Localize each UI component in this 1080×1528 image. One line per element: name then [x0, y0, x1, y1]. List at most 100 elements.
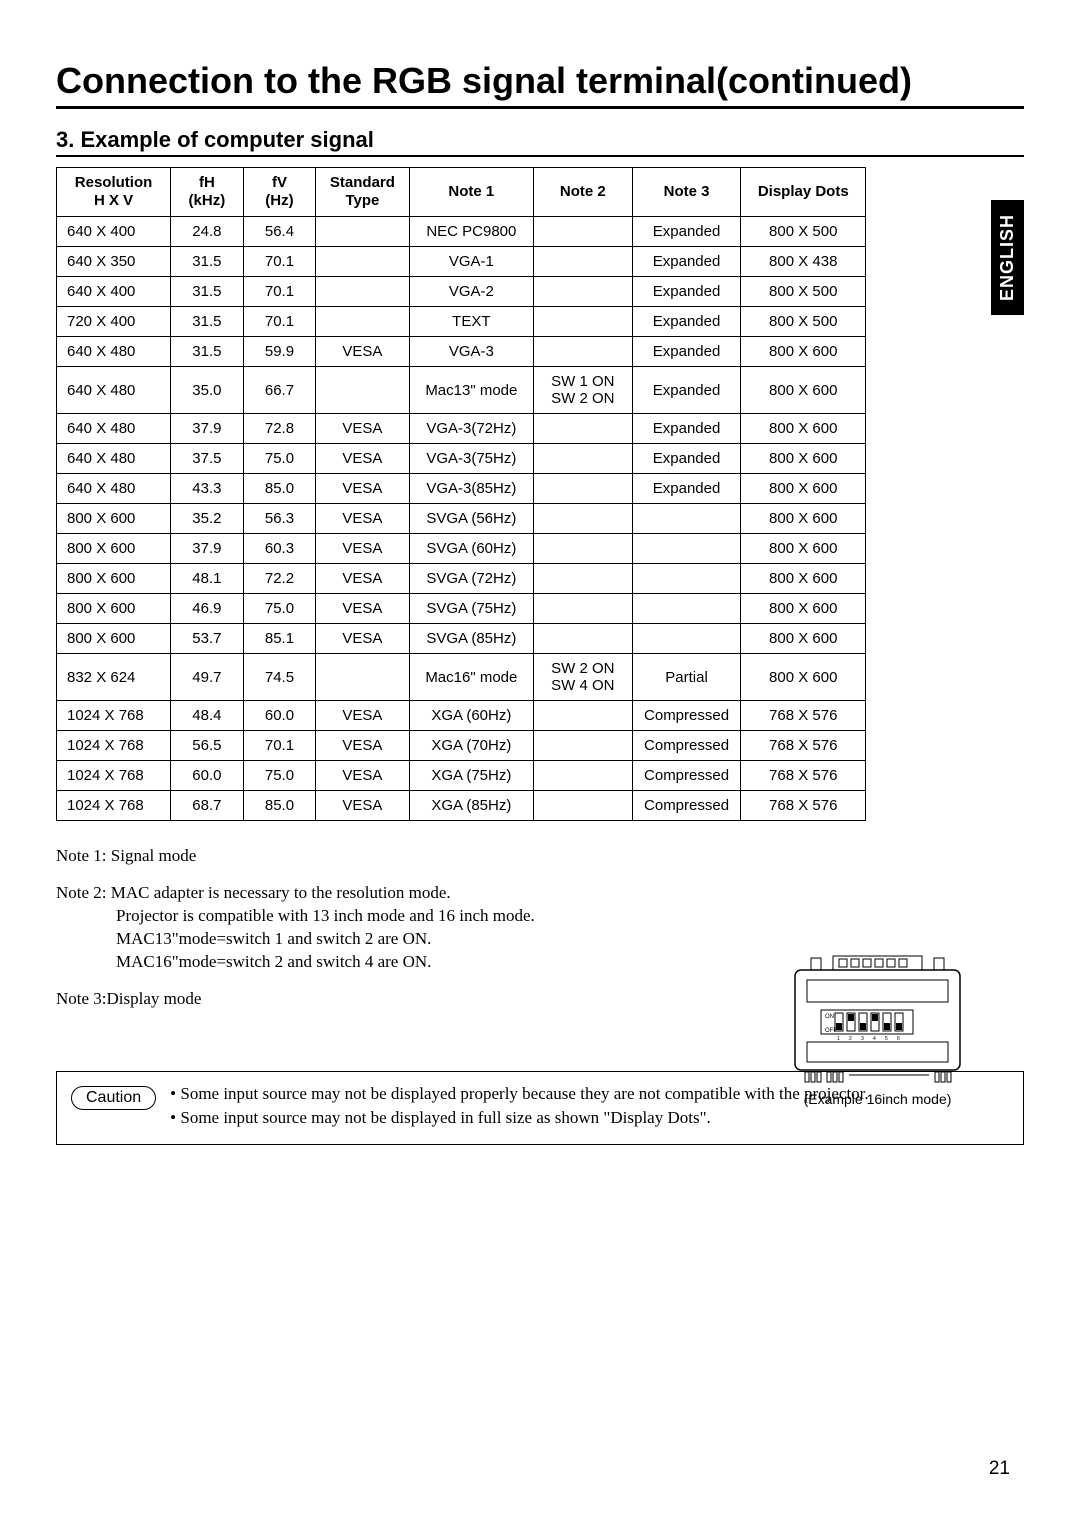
cell-display-dots: 800 X 600 [741, 367, 866, 414]
cell-note2 [534, 534, 633, 564]
table-row: 832 X 62449.774.5Mac16" modeSW 2 ONSW 4 … [57, 654, 866, 701]
table-row: 640 X 40024.856.4NEC PC9800Expanded800 X… [57, 217, 866, 247]
caution-list: • Some input source may not be displayed… [170, 1084, 869, 1132]
svg-text:4: 4 [873, 1036, 876, 1042]
cell-fh: 49.7 [171, 654, 244, 701]
cell-fv: 85.0 [243, 791, 316, 821]
cell-note3: Partial [632, 654, 741, 701]
svg-text:2: 2 [849, 1036, 852, 1042]
cell-resolution: 1024 X 768 [57, 761, 171, 791]
caution-item: • Some input source may not be displayed… [170, 1084, 869, 1104]
table-row: 1024 X 76848.460.0VESAXGA (60Hz)Compress… [57, 701, 866, 731]
cell-standard-type: VESA [316, 624, 409, 654]
cell-note1: SVGA (85Hz) [409, 624, 533, 654]
cell-standard-type: VESA [316, 534, 409, 564]
cell-fv: 70.1 [243, 247, 316, 277]
cell-fh: 31.5 [171, 277, 244, 307]
cell-resolution: 1024 X 768 [57, 731, 171, 761]
header-note3: Note 3 [632, 168, 741, 217]
svg-text:6: 6 [897, 1036, 900, 1042]
cell-resolution: 1024 X 768 [57, 701, 171, 731]
table-row: 1024 X 76868.785.0VESAXGA (85Hz)Compress… [57, 791, 866, 821]
cell-fh: 31.5 [171, 307, 244, 337]
cell-standard-type: VESA [316, 337, 409, 367]
cell-resolution: 640 X 480 [57, 474, 171, 504]
adapter-icon: ON OFF 1 2 3 4 5 6 [785, 952, 970, 1087]
header-fv: fV(Hz) [243, 168, 316, 217]
cell-fh: 31.5 [171, 247, 244, 277]
header-note2: Note 2 [534, 168, 633, 217]
cell-note2 [534, 624, 633, 654]
cell-note3 [632, 624, 741, 654]
cell-fh: 37.9 [171, 534, 244, 564]
cell-note2 [534, 444, 633, 474]
cell-standard-type: VESA [316, 701, 409, 731]
cell-display-dots: 768 X 576 [741, 791, 866, 821]
table-row: 640 X 48031.559.9VESAVGA-3Expanded800 X … [57, 337, 866, 367]
cell-fh: 35.0 [171, 367, 244, 414]
table-row: 640 X 35031.570.1VGA-1Expanded800 X 438 [57, 247, 866, 277]
cell-note3: Expanded [632, 474, 741, 504]
cell-display-dots: 800 X 600 [741, 594, 866, 624]
cell-resolution: 800 X 600 [57, 624, 171, 654]
cell-note1: VGA-3(72Hz) [409, 414, 533, 444]
table-row: 640 X 48037.972.8VESAVGA-3(72Hz)Expanded… [57, 414, 866, 444]
cell-note2 [534, 247, 633, 277]
cell-resolution: 640 X 350 [57, 247, 171, 277]
cell-display-dots: 800 X 500 [741, 307, 866, 337]
cell-note3: Expanded [632, 337, 741, 367]
cell-note2 [534, 731, 633, 761]
cell-note3 [632, 504, 741, 534]
cell-note2 [534, 474, 633, 504]
cell-standard-type: VESA [316, 791, 409, 821]
cell-fv: 75.0 [243, 594, 316, 624]
svg-text:1: 1 [837, 1036, 840, 1042]
cell-resolution: 640 X 480 [57, 444, 171, 474]
cell-display-dots: 800 X 600 [741, 654, 866, 701]
cell-fv: 66.7 [243, 367, 316, 414]
cell-standard-type: VESA [316, 444, 409, 474]
table-row: 1024 X 76856.570.1VESAXGA (70Hz)Compress… [57, 731, 866, 761]
cell-note3: Compressed [632, 701, 741, 731]
table-row: 640 X 48037.575.0VESAVGA-3(75Hz)Expanded… [57, 444, 866, 474]
cell-note2 [534, 414, 633, 444]
cell-note1: XGA (85Hz) [409, 791, 533, 821]
cell-resolution: 640 X 400 [57, 277, 171, 307]
cell-note2 [534, 564, 633, 594]
cell-display-dots: 800 X 600 [741, 474, 866, 504]
cell-fh: 60.0 [171, 761, 244, 791]
cell-note2: SW 1 ONSW 2 ON [534, 367, 633, 414]
adapter-illustration: ON OFF 1 2 3 4 5 6 [785, 952, 970, 1107]
cell-fv: 72.8 [243, 414, 316, 444]
cell-note1: NEC PC9800 [409, 217, 533, 247]
cell-note3: Expanded [632, 217, 741, 247]
cell-resolution: 720 X 400 [57, 307, 171, 337]
cell-standard-type [316, 307, 409, 337]
cell-note1: Mac13" mode [409, 367, 533, 414]
cell-standard-type [316, 367, 409, 414]
cell-note2 [534, 277, 633, 307]
cell-note3: Expanded [632, 444, 741, 474]
cell-fh: 35.2 [171, 504, 244, 534]
cell-fh: 37.9 [171, 414, 244, 444]
cell-fh: 31.5 [171, 337, 244, 367]
table-row: 640 X 48035.066.7Mac13" modeSW 1 ONSW 2 … [57, 367, 866, 414]
cell-display-dots: 800 X 600 [741, 564, 866, 594]
svg-text:3: 3 [861, 1036, 864, 1042]
note-2-line1: Note 2: MAC adapter is necessary to the … [56, 882, 656, 905]
cell-standard-type: VESA [316, 414, 409, 444]
cell-note3: Expanded [632, 367, 741, 414]
note-2-line2: Projector is compatible with 13 inch mod… [56, 905, 656, 928]
cell-fv: 59.9 [243, 337, 316, 367]
header-display-dots: Display Dots [741, 168, 866, 217]
table-row: 640 X 48043.385.0VESAVGA-3(85Hz)Expanded… [57, 474, 866, 504]
cell-note1: XGA (75Hz) [409, 761, 533, 791]
cell-note2 [534, 217, 633, 247]
cell-fv: 85.1 [243, 624, 316, 654]
cell-display-dots: 800 X 500 [741, 217, 866, 247]
cell-note2 [534, 761, 633, 791]
cell-resolution: 800 X 600 [57, 564, 171, 594]
cell-note3: Compressed [632, 761, 741, 791]
cell-note1: XGA (70Hz) [409, 731, 533, 761]
page-number: 21 [989, 1458, 1010, 1480]
